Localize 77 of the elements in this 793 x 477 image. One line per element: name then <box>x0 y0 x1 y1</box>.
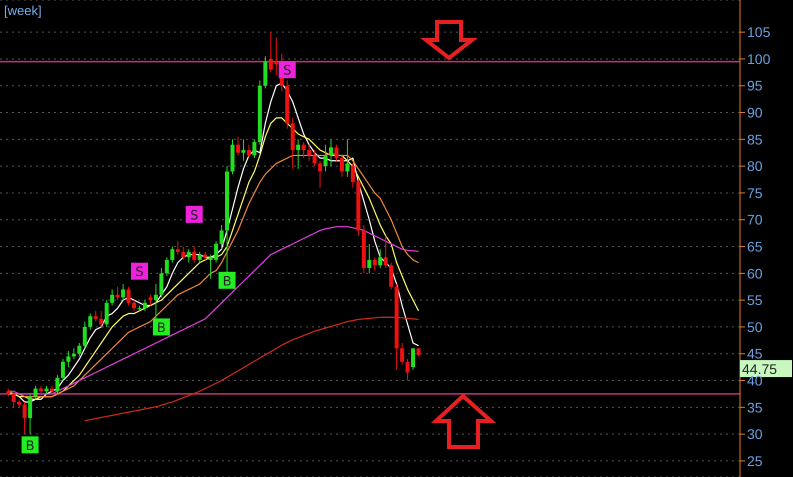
candlestick <box>28 393 32 435</box>
y-tick-label: 55 <box>747 292 763 308</box>
candlestick <box>307 144 312 162</box>
y-tick-label: 75 <box>747 184 763 201</box>
candlestick <box>88 313 92 330</box>
y-tick-label: 60 <box>747 265 763 282</box>
candlestick <box>181 246 186 260</box>
candlestick <box>12 390 16 408</box>
candlestick <box>389 262 394 290</box>
candlestick <box>334 144 338 162</box>
candlestick <box>110 288 114 306</box>
candlestick <box>132 300 136 312</box>
y-tick-label: 70 <box>747 212 763 228</box>
candlestick <box>22 401 27 435</box>
series-label: B <box>26 438 35 454</box>
candlestick <box>66 350 70 368</box>
candlestick <box>302 142 306 159</box>
y-tick-label: 95 <box>747 78 763 94</box>
candlestick <box>186 248 191 264</box>
candlestick <box>384 235 388 268</box>
candlestick <box>34 385 38 400</box>
candlestick <box>328 138 333 167</box>
y-tick-label: 90 <box>747 104 763 121</box>
candlestick <box>60 358 65 382</box>
candlestick <box>72 348 76 360</box>
candlestick <box>99 310 104 328</box>
candlestick <box>220 224 224 250</box>
y-tick-label: 50 <box>747 318 763 335</box>
y-tick-label: 45 <box>747 346 763 362</box>
chart-title: [week] <box>4 3 42 18</box>
candlestick <box>142 300 147 312</box>
candlestick <box>378 248 382 268</box>
candlestick <box>104 300 109 328</box>
candlestick <box>324 144 328 172</box>
candlestick <box>400 342 404 365</box>
candlestick <box>176 240 180 256</box>
text: S <box>190 208 198 224</box>
y-tick-label: 65 <box>747 238 763 255</box>
y-tick-label: 100 <box>747 50 771 67</box>
candlestick <box>126 286 131 306</box>
text: B <box>156 320 166 336</box>
y-tick-label: 25 <box>747 452 763 469</box>
candlestick <box>198 251 202 264</box>
candlestick <box>164 256 169 277</box>
candlestick <box>296 138 300 170</box>
candlestick <box>82 321 87 349</box>
text: B <box>222 274 232 290</box>
candlestick <box>116 286 120 301</box>
y-tick-label: 105 <box>747 24 771 40</box>
candlestick <box>55 374 60 394</box>
candlestick <box>236 136 240 156</box>
y-tick-label: 80 <box>747 158 763 174</box>
candlestick <box>340 154 344 178</box>
candlestick <box>241 138 246 162</box>
candlestick <box>170 246 174 264</box>
line-series <box>84 316 420 422</box>
candlestick <box>77 342 82 357</box>
candlestick <box>246 144 251 159</box>
candlestick <box>148 294 152 306</box>
candlestick <box>94 310 98 322</box>
candlestick <box>411 348 416 370</box>
text: S <box>283 64 292 79</box>
y-tick-label: 85 <box>747 131 763 148</box>
candlestick <box>350 162 355 188</box>
candlestick <box>318 160 322 188</box>
candlestick <box>121 284 126 301</box>
candlestick <box>192 246 196 264</box>
candlestick <box>406 358 410 382</box>
y-tick-label: 30 <box>747 426 763 442</box>
candlestick <box>367 243 372 274</box>
y-tick-label: 35 <box>747 399 763 416</box>
candlestick <box>372 256 377 272</box>
candlestick <box>312 150 317 167</box>
series-label: S <box>135 265 144 280</box>
candlestick <box>159 267 164 298</box>
candlestick <box>252 138 256 159</box>
candlestick <box>345 138 350 178</box>
